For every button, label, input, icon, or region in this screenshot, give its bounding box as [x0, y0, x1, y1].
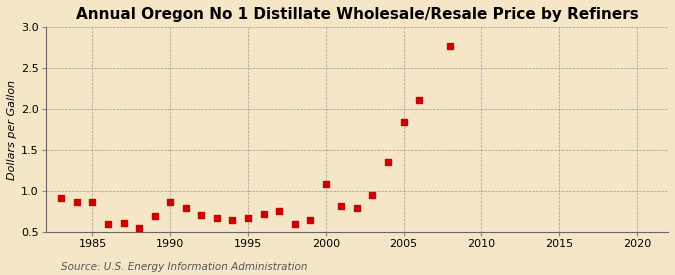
- Point: [103, 221, 113, 226]
- Point: [196, 213, 207, 218]
- Point: [274, 208, 285, 213]
- Point: [445, 44, 456, 48]
- Point: [398, 120, 409, 124]
- Point: [367, 193, 378, 197]
- Title: Annual Oregon No 1 Distillate Wholesale/Resale Price by Refiners: Annual Oregon No 1 Distillate Wholesale/…: [76, 7, 639, 22]
- Point: [87, 200, 98, 205]
- Point: [305, 217, 316, 222]
- Point: [321, 182, 331, 187]
- Point: [383, 160, 394, 164]
- Point: [56, 196, 67, 200]
- Point: [165, 200, 176, 205]
- Point: [336, 204, 347, 208]
- Point: [227, 217, 238, 222]
- Point: [259, 212, 269, 216]
- Point: [118, 221, 129, 225]
- Point: [242, 216, 253, 220]
- Y-axis label: Dollars per Gallon: Dollars per Gallon: [7, 79, 17, 180]
- Point: [149, 214, 160, 219]
- Point: [72, 199, 82, 204]
- Point: [134, 226, 144, 230]
- Point: [290, 221, 300, 226]
- Point: [414, 98, 425, 102]
- Point: [180, 206, 191, 210]
- Text: Source: U.S. Energy Information Administration: Source: U.S. Energy Information Administ…: [61, 262, 307, 272]
- Point: [211, 216, 222, 220]
- Point: [352, 206, 362, 210]
